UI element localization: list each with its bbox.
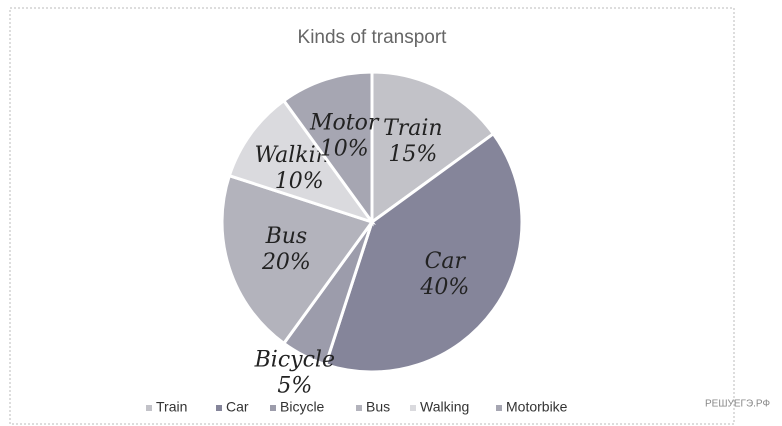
legend-swatch	[146, 405, 152, 411]
slice-label: Bicycle	[254, 347, 335, 372]
legend-swatch	[410, 405, 416, 411]
data-label: 20%	[261, 250, 311, 275]
data-label: 40%	[419, 275, 469, 300]
legend-label: Car	[226, 399, 249, 415]
pie-slice	[370, 70, 496, 225]
data-label: 10%	[275, 169, 324, 194]
pie-slice	[323, 131, 524, 374]
pie-slice	[281, 70, 374, 227]
legend-label: Motorbike	[506, 399, 568, 415]
data-label: 10%	[320, 136, 369, 161]
slice-label: Car	[425, 249, 467, 274]
data-label: 15%	[388, 142, 437, 167]
slice-label: Motor	[309, 110, 380, 135]
chart-title: Kinds of transport	[298, 27, 448, 48]
legend-swatch	[216, 405, 222, 411]
slice-label: Bus	[265, 224, 308, 249]
legend-swatch	[356, 405, 362, 411]
legend-label: Train	[156, 399, 187, 415]
data-label: 5%	[277, 373, 312, 398]
slice-label: Train	[383, 116, 443, 141]
watermark: РЕШУЕГЭ.РФ	[705, 399, 770, 410]
legend-label: Walking	[420, 399, 469, 415]
legend-swatch	[496, 405, 502, 411]
legend-label: Bus	[366, 399, 390, 415]
pie-slice	[220, 173, 375, 346]
pie-slice	[227, 98, 376, 225]
legend-label: Bicycle	[280, 399, 325, 415]
legend-swatch	[270, 405, 276, 411]
